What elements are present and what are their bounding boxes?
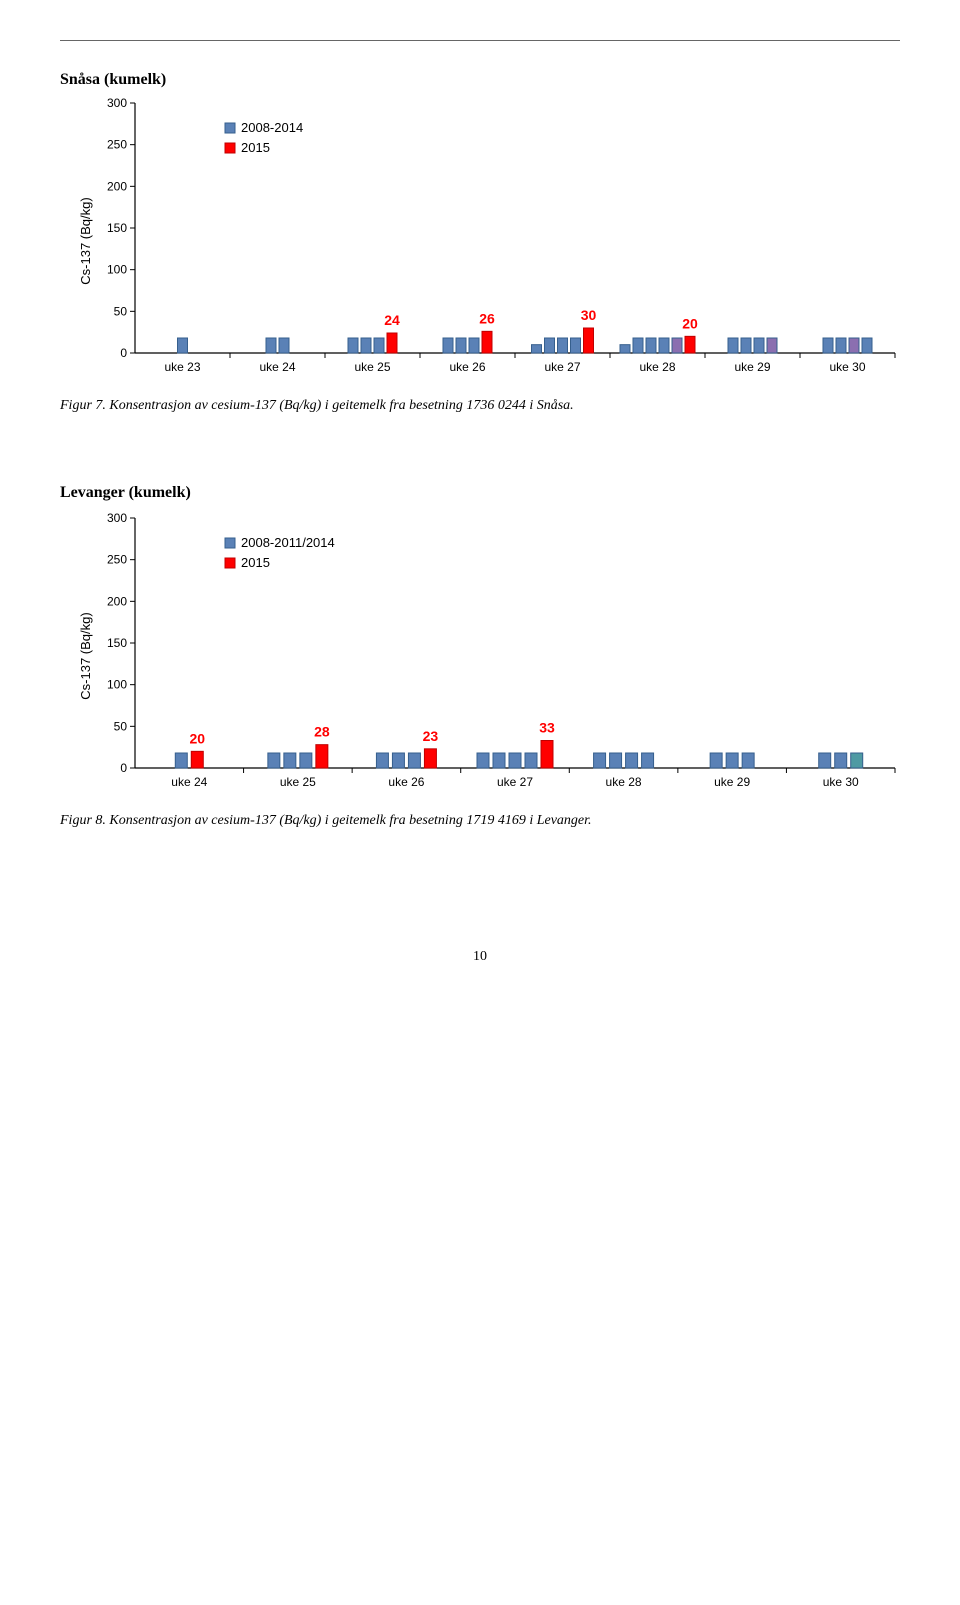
svg-text:20: 20 xyxy=(682,315,698,331)
svg-text:100: 100 xyxy=(107,678,127,692)
svg-text:uke 25: uke 25 xyxy=(354,360,390,374)
svg-text:26: 26 xyxy=(479,310,495,326)
chart2-ylabel: Cs-137 (Bq/kg) xyxy=(78,612,93,699)
chart2-caption-fig: Figur 8. xyxy=(60,813,106,828)
chart2-caption-text: Konsentrasjon av cesium-137 (Bq/kg) i ge… xyxy=(106,813,592,828)
chart1-caption-text: Konsentrasjon av cesium-137 (Bq/kg) i ge… xyxy=(106,398,574,413)
svg-text:28: 28 xyxy=(314,724,330,740)
chart1-ylabel: Cs-137 (Bq/kg) xyxy=(78,197,93,284)
svg-text:100: 100 xyxy=(107,263,127,277)
svg-text:0: 0 xyxy=(120,761,127,775)
svg-text:uke 28: uke 28 xyxy=(606,775,642,789)
svg-text:50: 50 xyxy=(114,304,128,318)
svg-text:uke 23: uke 23 xyxy=(164,360,200,374)
svg-text:uke 28: uke 28 xyxy=(639,360,675,374)
svg-text:24: 24 xyxy=(384,312,400,328)
svg-text:uke 25: uke 25 xyxy=(280,775,316,789)
svg-text:150: 150 xyxy=(107,221,127,235)
svg-text:uke 27: uke 27 xyxy=(544,360,580,374)
svg-text:uke 26: uke 26 xyxy=(388,775,424,789)
svg-text:uke 29: uke 29 xyxy=(714,775,750,789)
svg-text:uke 26: uke 26 xyxy=(449,360,485,374)
chart1-svg: 0 50 100 150 200 250 300 uke 23 uke 24 uke 25 24 uk… xyxy=(90,93,905,383)
svg-text:2008-2011/2014: 2008-2011/2014 xyxy=(241,535,335,550)
svg-text:uke 27: uke 27 xyxy=(497,775,533,789)
svg-text:uke 30: uke 30 xyxy=(823,775,859,789)
chart1-caption-fig: Figur 7. xyxy=(60,398,106,413)
svg-text:250: 250 xyxy=(107,138,127,152)
svg-text:uke 24: uke 24 xyxy=(171,775,207,789)
svg-text:uke 24: uke 24 xyxy=(259,360,295,374)
svg-text:2015: 2015 xyxy=(241,140,270,155)
svg-text:uke 29: uke 29 xyxy=(734,360,770,374)
chart2-title: Levanger (kumelk) xyxy=(60,484,900,502)
svg-text:uke 30: uke 30 xyxy=(829,360,865,374)
chart1-title: Snåsa (kumelk) xyxy=(60,71,900,89)
chart1-wrap: Cs-137 (Bq/kg) 050100150200250300uke 23u… xyxy=(90,93,900,388)
svg-text:2015: 2015 xyxy=(241,555,270,570)
chart2-wrap: Cs-137 (Bq/kg) 050100150200250300uke 242… xyxy=(90,508,900,803)
svg-text:300: 300 xyxy=(107,96,127,110)
svg-text:33: 33 xyxy=(539,720,555,736)
svg-text:20: 20 xyxy=(189,730,205,746)
svg-text:250: 250 xyxy=(107,553,127,567)
page-number: 10 xyxy=(60,949,900,965)
svg-text:0: 0 xyxy=(120,346,127,360)
svg-text:30: 30 xyxy=(581,307,597,323)
svg-text:200: 200 xyxy=(107,594,127,608)
chart2-svg: 0 50 100 150 200 250 300 uke 24 20 uke 25 28 uke 26… xyxy=(90,508,905,798)
svg-text:2008-2014: 2008-2014 xyxy=(241,120,303,135)
svg-text:150: 150 xyxy=(107,636,127,650)
svg-text:23: 23 xyxy=(423,728,439,744)
chart2-caption: Figur 8. Konsentrasjon av cesium-137 (Bq… xyxy=(60,813,900,829)
chart1-caption: Figur 7. Konsentrasjon av cesium-137 (Bq… xyxy=(60,398,900,414)
svg-text:300: 300 xyxy=(107,511,127,525)
top-rule xyxy=(60,40,900,41)
svg-text:200: 200 xyxy=(107,179,127,193)
svg-text:50: 50 xyxy=(114,719,128,733)
